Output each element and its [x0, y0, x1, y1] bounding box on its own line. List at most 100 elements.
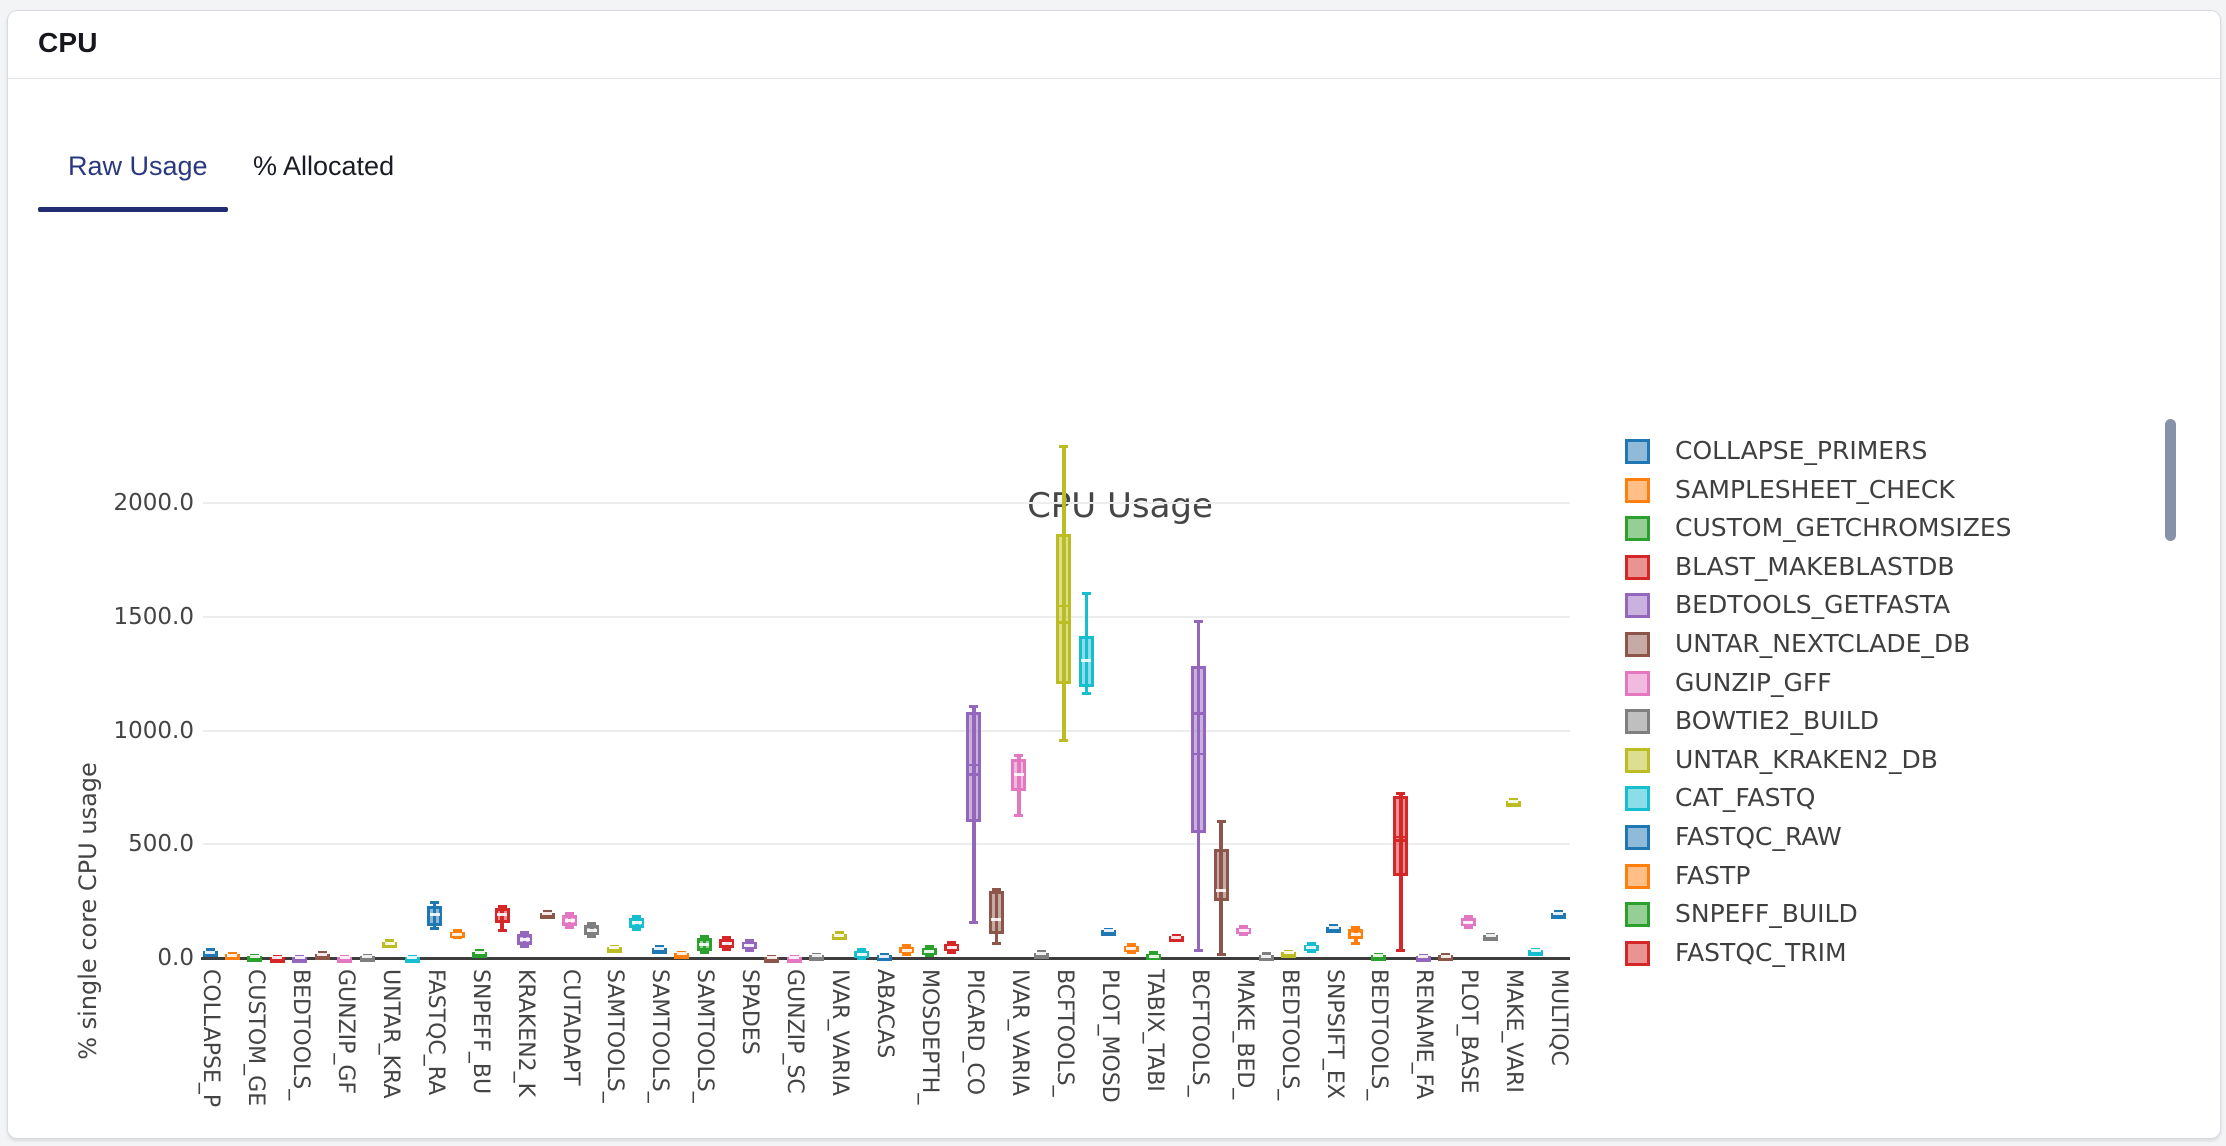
legend-item-untar_nextclade_db[interactable]: UNTAR_NEXTCLADE_DB [1625, 629, 2185, 662]
legend-swatch [1625, 902, 1650, 928]
box-median-line [339, 956, 350, 960]
x-tick-label: SAMTOOLS_ [692, 969, 717, 1103]
y-tick-label: 500.0 [128, 831, 194, 858]
whisker-cap [1463, 915, 1473, 919]
legend-item-cat_fastq[interactable]: CAT_FASTQ [1625, 783, 2185, 816]
legend-item-fastqc_trim[interactable]: FASTQC_TRIM [1625, 938, 2185, 971]
legend-label: SAMPLESHEET_CHECK [1675, 474, 1955, 504]
box-median-line [991, 917, 1002, 921]
whisker-cap [969, 921, 979, 925]
box-median-line [1171, 935, 1182, 939]
legend-label: BOWTIE2_BUILD [1675, 706, 1879, 736]
legend-item-snpeff_build[interactable]: SNPEFF_BUILD [1625, 899, 2185, 932]
legend-item-bowtie2_build[interactable]: BOWTIE2_BUILD [1625, 706, 2185, 739]
x-tick-label: KRAKEN2_K [512, 969, 537, 1098]
box-median-line [429, 913, 440, 917]
box-plot-item [1056, 534, 1072, 685]
legend-label: FASTQC_RAW [1675, 822, 1842, 851]
x-tick-label: CUTADAPT [557, 969, 582, 1086]
whisker-cap [1194, 949, 1204, 953]
whisker-cap [1261, 952, 1271, 956]
box-median-line [272, 955, 283, 959]
legend-label: CUSTOM_GETCHROMSIZES [1675, 513, 2012, 543]
box-median-line [721, 941, 732, 945]
box-median-line [1013, 773, 1024, 777]
legend-item-untar_kraken2_db[interactable]: UNTAR_KRAKEN2_DB [1625, 745, 2185, 778]
whisker-cap [1553, 910, 1563, 914]
y-tick-label: 1000.0 [113, 717, 194, 744]
box-median-line [1395, 839, 1406, 843]
legend-swatch [1625, 709, 1650, 735]
x-tick-label: COLLAPSE_P [198, 969, 222, 1108]
x-tick-label: GUNZIP_SC [782, 969, 807, 1094]
whisker-cap [1126, 942, 1136, 946]
legend-item-gunzip_gff[interactable]: GUNZIP_GFF [1625, 668, 2185, 701]
box-median-line [1103, 929, 1114, 933]
whisker-cap [991, 942, 1001, 946]
box-median-line [631, 921, 642, 925]
box-median-line [654, 947, 665, 951]
box-median-line [766, 955, 777, 959]
box-median-line [879, 954, 890, 958]
legend-item-custom_getchromsizes[interactable]: CUSTOM_GETCHROMSIZES [1625, 513, 2185, 546]
legend-swatch [1625, 554, 1650, 580]
whisker-cap [1486, 932, 1496, 936]
whisker-cap [1329, 924, 1338, 928]
tab-raw-usage[interactable]: Raw Usage [68, 151, 208, 181]
legend-item-fastp[interactable]: FASTP [1625, 861, 2185, 894]
whisker-cap [1059, 444, 1069, 448]
box-median-line [1440, 954, 1451, 958]
box-median-line [227, 953, 238, 957]
whisker-cap [834, 931, 844, 935]
x-tick-label: TABIX_TABI [1141, 969, 1166, 1092]
box-plot-item [966, 712, 982, 822]
legend-item-collapse_primers[interactable]: COLLAPSE_PRIMERS [1625, 436, 2185, 469]
box-median-line [1350, 932, 1361, 936]
whisker-cap [1036, 950, 1046, 954]
whisker-cap [1194, 619, 1204, 623]
y-gridline [203, 729, 1570, 732]
box-median-line [294, 955, 305, 959]
whisker-cap [879, 952, 889, 956]
box-mean-line [967, 763, 980, 766]
whisker-cap [497, 905, 507, 909]
active-tab-underline [38, 207, 228, 212]
whisker-cap [565, 911, 575, 915]
whisker-cap [1216, 819, 1226, 823]
legend-swatch [1625, 516, 1650, 542]
legend-item-bedtools_getfasta[interactable]: BEDTOOLS_GETFASTA [1625, 590, 2185, 623]
box-median-line [946, 946, 957, 950]
whisker-cap [699, 934, 709, 938]
whisker-cap [744, 939, 754, 943]
x-tick-label: RENAME_FA [1411, 969, 1436, 1100]
whisker-cap [1081, 591, 1091, 595]
whisker-cap [1306, 942, 1316, 946]
box-median-line [699, 943, 710, 947]
legend-item-fastqc_raw[interactable]: FASTQC_RAW [1625, 822, 2185, 855]
legend-swatch [1625, 940, 1650, 966]
whisker-cap [1306, 950, 1316, 954]
whisker-cap [520, 931, 530, 935]
box-mean-line [1192, 752, 1205, 755]
box-median-line [1238, 929, 1249, 933]
box-median-line [901, 948, 912, 952]
whisker-cap [969, 705, 979, 709]
whisker-cap [1014, 753, 1024, 757]
box-median-line [856, 953, 867, 957]
legend-scrollbar-thumb[interactable] [2165, 419, 2176, 541]
whisker-cap [677, 950, 687, 954]
whisker-cap [1396, 949, 1406, 953]
legend-item-samplesheet_check[interactable]: SAMPLESHEET_CHECK [1625, 474, 2185, 508]
y-gridline [203, 502, 1570, 505]
legend-swatch [1625, 439, 1650, 464]
x-tick-label: BCFTOOLS_ [1051, 969, 1076, 1097]
legend-item-blast_makeblastdb[interactable]: BLAST_MAKEBLASTDB [1625, 552, 2185, 585]
whisker-cap [385, 939, 395, 943]
x-tick-label: MULTIQC [1546, 969, 1571, 1066]
box-median-line [834, 933, 845, 937]
box-median-line [1126, 946, 1137, 950]
tab-percent-allocated[interactable]: % Allocated [253, 151, 395, 181]
whisker-cap [857, 956, 867, 960]
legend-swatch [1625, 747, 1650, 773]
box-median-line [1553, 911, 1564, 915]
